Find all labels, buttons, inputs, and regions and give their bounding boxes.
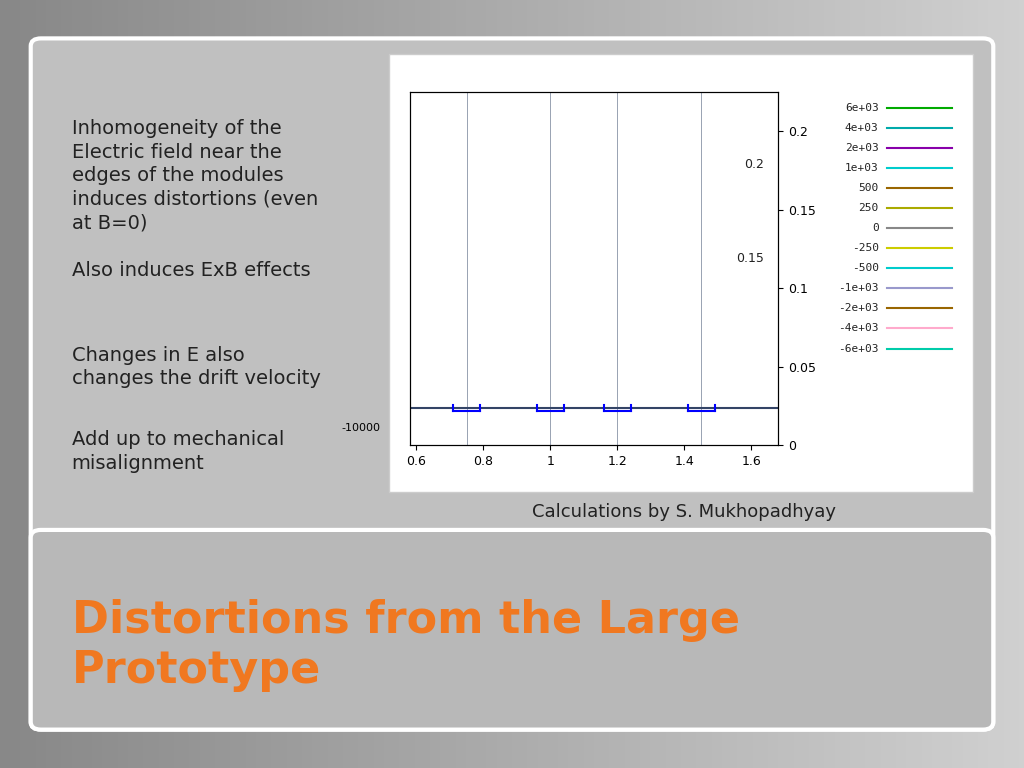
FancyBboxPatch shape [389,54,973,492]
Text: Inhomogeneity of the
Electric field near the
edges of the modules
induces distor: Inhomogeneity of the Electric field near… [72,119,317,232]
Text: 1e+03: 1e+03 [845,163,879,173]
Text: 500: 500 [858,183,879,193]
FancyBboxPatch shape [31,530,993,730]
FancyBboxPatch shape [31,38,993,730]
Text: Changes in E also
changes the drift velocity: Changes in E also changes the drift velo… [72,346,321,388]
Text: 250: 250 [858,203,879,213]
Text: 2e+03: 2e+03 [845,143,879,153]
Text: Add up to mechanical
misalignment: Add up to mechanical misalignment [72,430,284,472]
Text: -250: -250 [852,243,879,253]
Text: -2e+03: -2e+03 [838,303,879,313]
Text: 0.15: 0.15 [736,253,764,266]
Text: -4e+03: -4e+03 [838,323,879,333]
Text: 4e+03: 4e+03 [845,123,879,133]
Text: 0: 0 [871,223,879,233]
Text: Also induces ExB effects: Also induces ExB effects [72,261,310,280]
Text: -1e+03: -1e+03 [838,283,879,293]
Text: 6e+03: 6e+03 [845,102,879,113]
Text: -500: -500 [852,263,879,273]
Text: Distortions from the Large
Prototype: Distortions from the Large Prototype [72,599,739,692]
Text: -10000: -10000 [341,422,380,433]
Text: -6e+03: -6e+03 [838,343,879,353]
Text: Calculations by S. Mukhopadhyay: Calculations by S. Mukhopadhyay [532,503,837,521]
Text: 0.2: 0.2 [744,158,764,171]
